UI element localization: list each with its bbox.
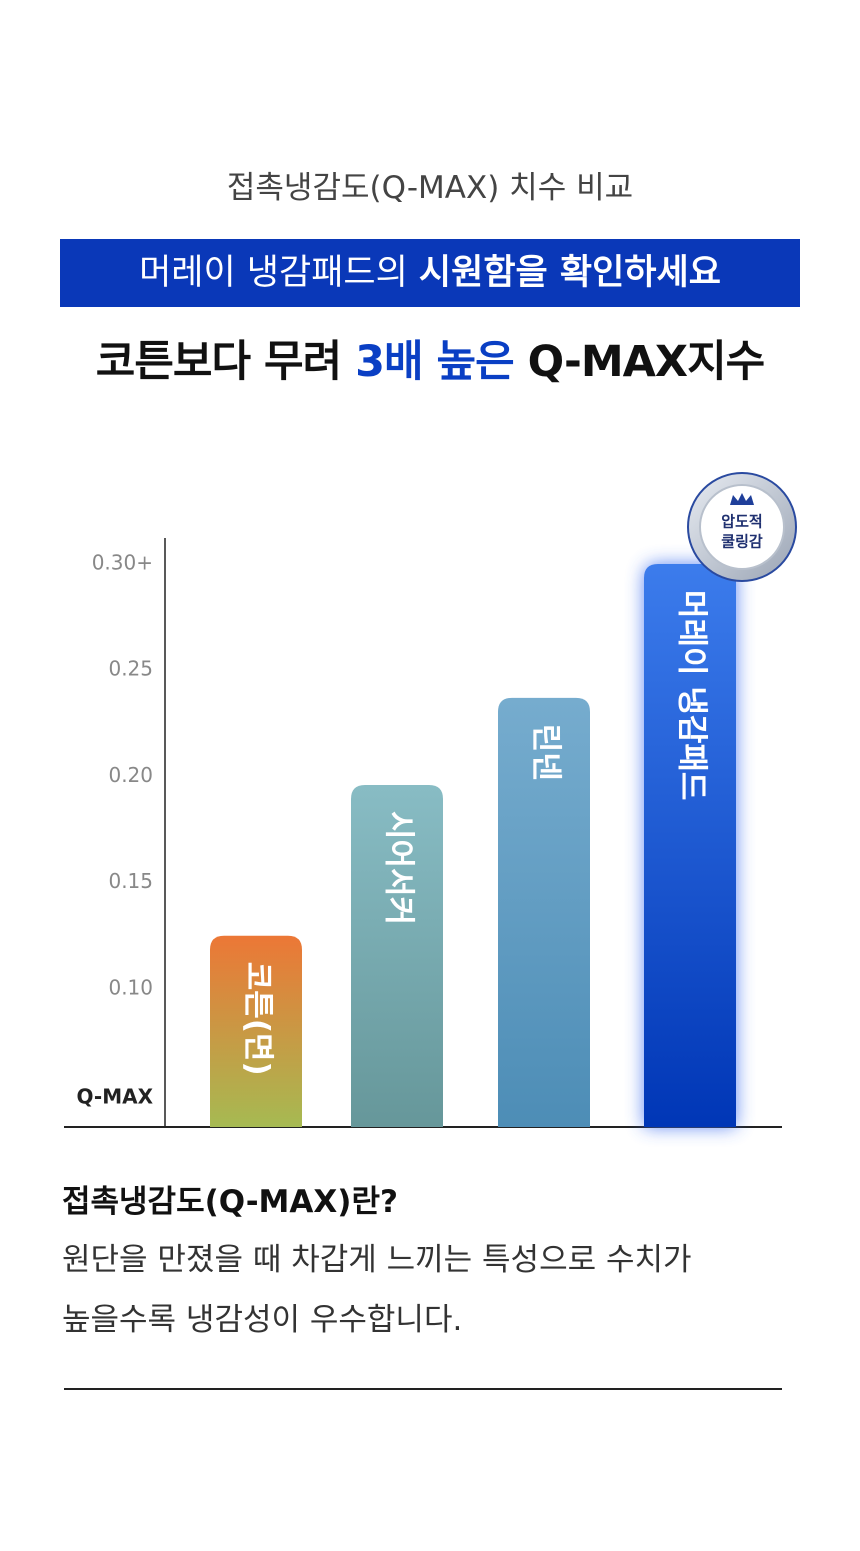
badge-face [699,484,785,570]
y-axis-label: Q-MAX [77,1085,154,1109]
bar [210,935,302,1127]
headline-text: Q-MAX지수 [513,337,766,387]
subtitle: 접촉냉감도(Q-MAX) 치수 비교 [226,170,634,206]
bar-label: 시어서커 [381,811,417,925]
banner-bold: 시원함을 확인하세요 [418,253,721,293]
bar [351,784,443,1127]
description-title: 접촉냉감도(Q-MAX)란? [62,1184,398,1220]
bar-label: 린넨 [528,724,564,781]
badge-text: 쿨링감 [721,533,763,551]
headline-text: 코튼보다 무려 [95,337,356,387]
description-line: 높을수록 냉감성이 우수합니다. [62,1302,463,1338]
y-tick-label: 0.10 [108,975,153,999]
bar [498,697,590,1127]
y-tick-label: 0.30+ [92,551,153,575]
banner-text: 머레이 냉감패드의 [139,253,419,293]
description-line: 원단을 만졌을 때 차갑게 느끼는 특성으로 수치가 [62,1242,692,1278]
y-tick-label: 0.15 [108,869,153,893]
headline: 코튼보다 무려 3배 높은 Q-MAX지수 [0,327,860,389]
bar [644,564,736,1127]
badge-crown [730,493,754,505]
badge-text: 압도적 [721,513,762,531]
chart: Q-MAX 0.10 0.15 0.20 0.25 0.30+ 코튼(면) 시어서커 린넨 머레… [64,472,797,1128]
bar-label: 머레이 냉감패드 [674,590,710,800]
y-tick-label: 0.20 [108,763,153,787]
y-tick-label: 0.25 [108,657,153,681]
headline-highlight: 3배 높은 [355,337,515,387]
divider [64,1388,782,1390]
banner: 머레이 냉감패드의 시원함을 확인하세요 [60,239,800,307]
bar-label: 코튼(면) [240,962,276,1076]
